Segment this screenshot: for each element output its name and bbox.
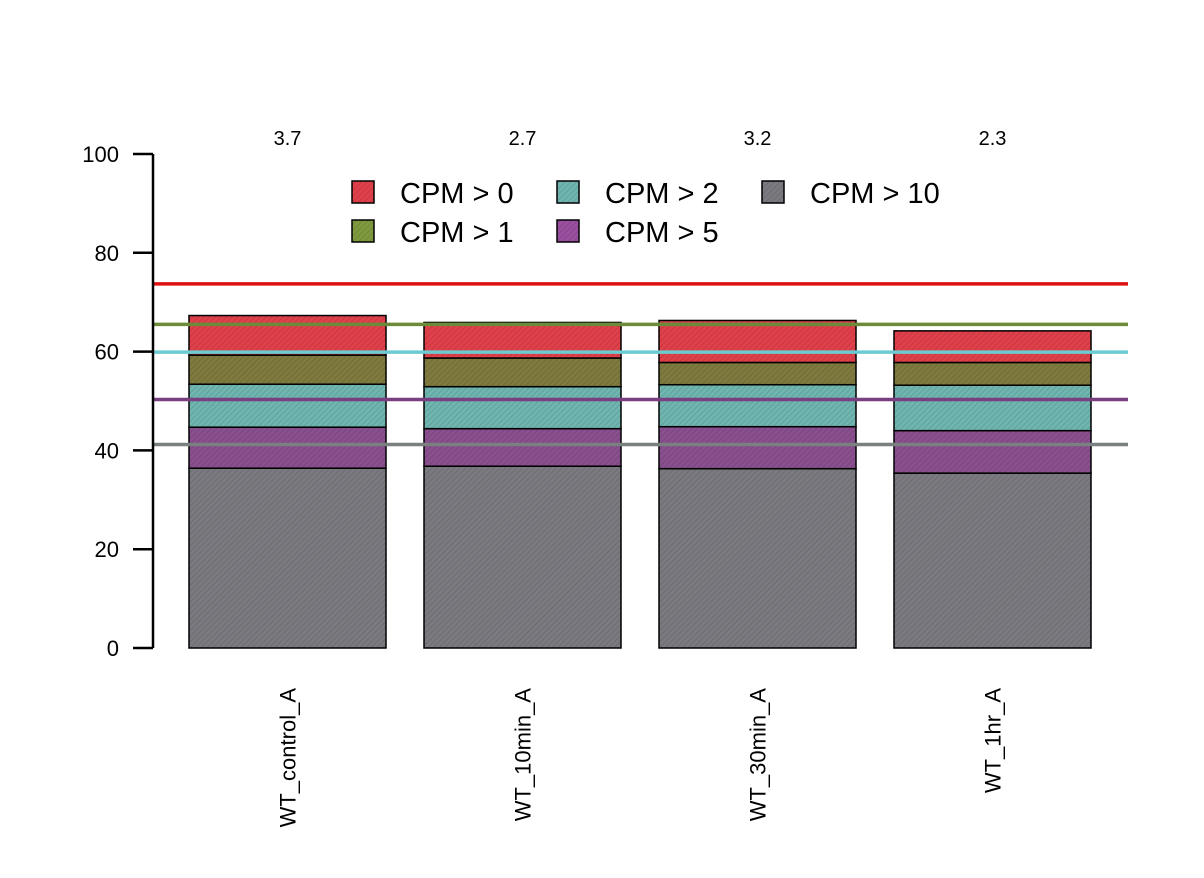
legend-swatch-hatch <box>556 219 580 243</box>
legend-label: CPM > 10 <box>810 178 940 210</box>
y-tick-label: 40 <box>95 438 119 463</box>
legend-swatch-hatch <box>556 180 580 204</box>
top-value-label: 3.2 <box>744 128 772 150</box>
top-value-label: 2.3 <box>979 128 1007 150</box>
bar-segment-hatch <box>893 384 1092 432</box>
reference-lines <box>153 282 1128 447</box>
legend-label: CPM > 1 <box>400 217 514 249</box>
top-value-labels: 3.7 2.7 3.2 2.3 <box>274 128 1007 150</box>
y-tick-label: 80 <box>95 241 119 266</box>
bar-segment-hatch <box>893 429 1092 474</box>
y-axis: 0 20 40 60 80 100 <box>82 142 155 661</box>
top-value-label: 3.7 <box>274 128 302 150</box>
legend-swatch-hatch <box>761 180 785 204</box>
y-tick-label: 0 <box>107 636 119 661</box>
legend: CPM > 0 CPM > 2 CPM > 10 CPM > 1 CPM > 5 <box>351 178 940 249</box>
bar-segment-hatch <box>423 465 622 649</box>
bar-segment-hatch <box>658 467 857 649</box>
bar-segment-hatch <box>188 426 387 469</box>
legend-swatch-hatch <box>351 219 375 243</box>
bars-layer <box>188 314 1092 649</box>
legend-label: CPM > 2 <box>605 178 719 210</box>
bar-segment-hatch <box>658 383 857 428</box>
bar-segment-hatch <box>188 383 387 428</box>
x-axis-labels: WT_control_A WT_10min_A WT_30min_A WT_1hr_A <box>276 688 1006 828</box>
bar-segment-hatch <box>893 330 1092 364</box>
bar-segment-hatch <box>658 361 857 386</box>
bar-segment-hatch <box>893 472 1092 649</box>
legend-label: CPM > 5 <box>605 217 719 249</box>
bar-segment-hatch <box>188 354 387 385</box>
category-label: WT_10min_A <box>511 688 536 822</box>
bar-segment-hatch <box>423 427 622 467</box>
category-label: WT_control_A <box>276 688 301 828</box>
y-tick-label: 60 <box>95 340 119 365</box>
top-value-label: 2.7 <box>509 128 537 150</box>
category-label: WT_30min_A <box>746 688 771 822</box>
bar-segment-hatch <box>423 385 622 430</box>
legend-swatch-hatch <box>351 180 375 204</box>
category-label: WT_1hr_A <box>981 688 1006 793</box>
legend-label: CPM > 0 <box>400 178 514 210</box>
y-tick-label: 20 <box>95 537 119 562</box>
bar-segment-hatch <box>658 425 857 470</box>
bar-segment-hatch <box>658 319 857 364</box>
bar-segment-hatch <box>188 467 387 649</box>
y-tick-label: 100 <box>82 142 119 167</box>
bar-segment-hatch <box>423 357 622 388</box>
bar-segment-hatch <box>188 314 387 356</box>
bar-segment-hatch <box>893 361 1092 386</box>
